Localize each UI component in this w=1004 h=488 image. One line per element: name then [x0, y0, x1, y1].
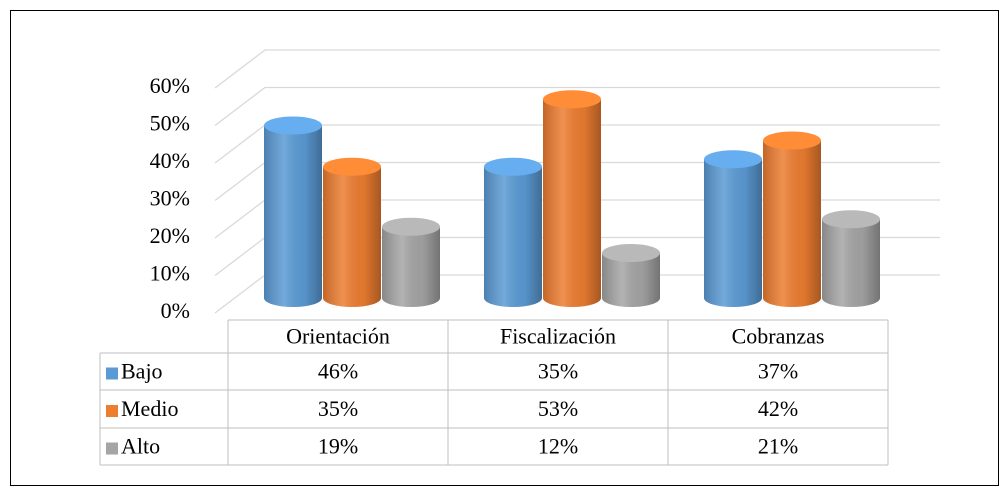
bar-shade — [543, 99, 601, 307]
data-label: 53% — [538, 396, 578, 421]
data-label: 21% — [758, 434, 798, 459]
legend-label: Alto — [121, 434, 160, 459]
y-tick-label: 50% — [150, 111, 190, 136]
data-label: 37% — [758, 359, 798, 384]
y-tick-label: 0% — [161, 298, 190, 323]
y-tick-label: 20% — [150, 223, 190, 248]
bar — [323, 157, 381, 307]
bar-top — [264, 116, 322, 135]
bar — [543, 90, 601, 307]
bar-shade — [382, 226, 440, 307]
legend-key — [106, 405, 118, 417]
bar-shade — [602, 253, 660, 307]
x-tick-label: Orientación — [286, 324, 390, 349]
bar-shade — [264, 125, 322, 307]
bar-shade — [822, 219, 880, 307]
bar — [704, 150, 762, 307]
x-tick-label: Cobranzas — [732, 324, 825, 349]
data-label: 19% — [318, 434, 358, 459]
legend-key — [106, 442, 118, 455]
bar-top — [602, 244, 660, 262]
bar — [763, 131, 821, 307]
y-tick-label: 30% — [150, 186, 190, 211]
data-label: 35% — [538, 359, 578, 384]
data-label: 35% — [318, 396, 358, 421]
bar — [382, 217, 440, 307]
bar-top — [704, 150, 762, 169]
bar — [484, 157, 542, 307]
bar-shade — [323, 166, 381, 307]
y-tick-label: 10% — [150, 261, 190, 286]
bar-top — [763, 131, 821, 150]
bar — [822, 210, 880, 307]
bar — [264, 116, 322, 307]
bar-shade — [484, 166, 542, 307]
legend-label: Bajo — [121, 359, 163, 384]
bar-top — [484, 157, 542, 176]
bar-top — [382, 217, 440, 236]
bar-shade — [763, 140, 821, 307]
bar-top — [543, 90, 601, 109]
data-label: 46% — [318, 359, 358, 384]
bar-top — [822, 210, 880, 229]
grid-line — [214, 86, 940, 127]
data-label: 42% — [758, 396, 798, 421]
bar-shade — [704, 159, 762, 307]
bar-top — [323, 157, 381, 176]
legend-label: Medio — [121, 396, 178, 421]
data-label: 12% — [538, 434, 578, 459]
y-tick-label: 60% — [150, 73, 190, 98]
legend-key — [106, 367, 118, 380]
x-tick-label: Fiscalización — [500, 324, 616, 349]
grid-line — [214, 49, 940, 89]
y-tick-label: 40% — [150, 148, 190, 173]
bar — [602, 244, 660, 307]
